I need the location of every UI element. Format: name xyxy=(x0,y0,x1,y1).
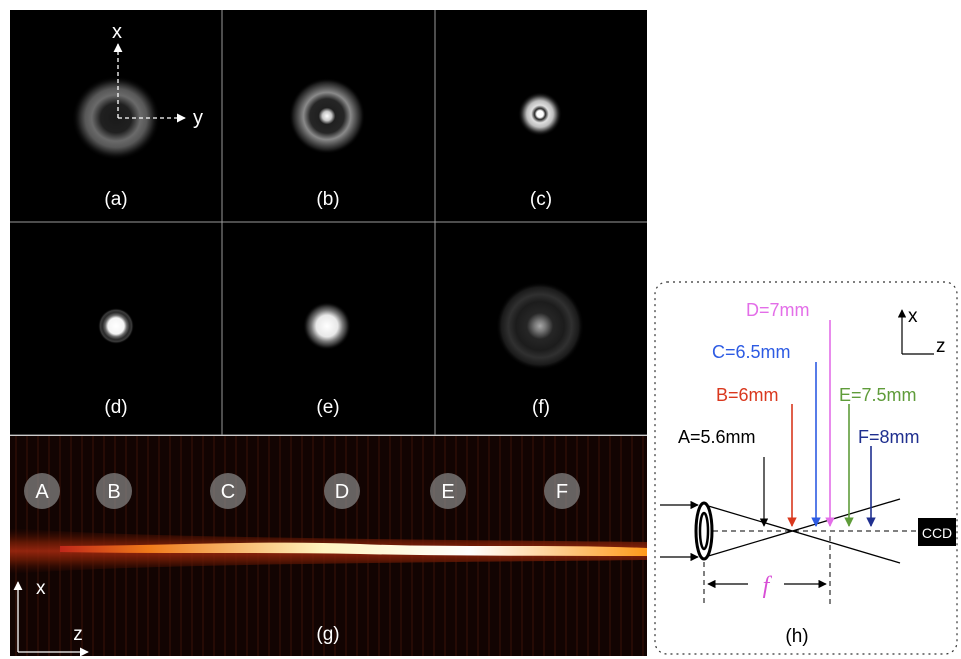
axis-label-x-a: x xyxy=(112,21,122,43)
position-marker-c: C xyxy=(210,473,246,509)
beam-profile-e xyxy=(303,302,351,350)
position-marker-label: F xyxy=(556,481,568,503)
axicon-lens-icon xyxy=(694,501,714,561)
position-label-f: F=8mm xyxy=(858,427,920,447)
beam-profile-d xyxy=(98,308,134,344)
position-marker-f: F xyxy=(544,473,580,509)
beam-profile-f xyxy=(496,282,584,370)
position-label-b: B=6mm xyxy=(716,385,779,405)
panel-label-a: (a) xyxy=(104,189,127,210)
position-label-d: D=7mm xyxy=(746,300,810,320)
axis-label-x-g: x xyxy=(36,578,46,599)
schematic-frame xyxy=(654,281,958,655)
panel-f: (f) xyxy=(496,282,584,418)
panel-label-h: (h) xyxy=(785,626,808,647)
ray-upper xyxy=(704,504,901,564)
position-label-a: A=5.6mm xyxy=(678,427,756,447)
beam-profile-c xyxy=(518,92,562,136)
panel-g: A B C D E F x z (g) xyxy=(10,436,647,657)
axis-label-x-h: x xyxy=(908,306,918,327)
position-marker-b: B xyxy=(96,473,132,509)
position-marker-d: D xyxy=(324,473,360,509)
position-marker-circle xyxy=(544,473,580,509)
axis-label-y-a: y xyxy=(193,107,203,129)
position-marker-circle xyxy=(324,473,360,509)
ccd-label: CCD xyxy=(922,525,952,541)
position-marker-a: A xyxy=(24,473,60,509)
position-marker-circle xyxy=(24,473,60,509)
position-marker-label: C xyxy=(221,481,235,503)
position-marker-circle xyxy=(96,473,132,509)
intensity-panels: x y (a) (b) (c) (d) (e) (f) xyxy=(10,10,647,436)
panel-label-b: (b) xyxy=(316,189,339,210)
panel-label-f: (f) xyxy=(532,397,550,418)
beam-core xyxy=(60,542,647,556)
panel-label-g: (g) xyxy=(316,624,339,645)
position-label-e: E=7.5mm xyxy=(839,385,917,405)
position-marker-label: D xyxy=(335,481,349,503)
position-marker-label: E xyxy=(441,481,454,503)
panel-label-d: (d) xyxy=(104,397,127,418)
position-label-c: C=6.5mm xyxy=(712,342,791,362)
beam-profile-a xyxy=(72,76,160,160)
ccd-detector xyxy=(918,518,956,546)
beam-profile-b xyxy=(289,78,365,154)
panel-c: (c) xyxy=(518,92,562,210)
position-marker-label: B xyxy=(107,481,120,503)
panel-b: (b) xyxy=(289,78,365,210)
panel-e: (e) xyxy=(303,302,351,418)
position-markers: A B C D E F xyxy=(24,473,580,509)
panel-label-c: (c) xyxy=(530,189,552,210)
position-marker-circle xyxy=(430,473,466,509)
axis-label-z-h: z xyxy=(936,336,946,357)
panel-label-e: (e) xyxy=(316,397,339,418)
panel-h: x z f D=7mm C=6.5mm B=6mm E=7.5mm xyxy=(654,281,958,655)
axis-label-z-g: z xyxy=(73,624,83,645)
position-marker-e: E xyxy=(430,473,466,509)
ray-lower xyxy=(704,498,901,558)
panel-grid xyxy=(10,10,647,436)
position-marker-circle xyxy=(210,473,246,509)
panel-d: (d) xyxy=(98,308,134,418)
panel-a: x y (a) xyxy=(72,21,203,210)
position-marker-label: A xyxy=(35,481,49,503)
focal-length-symbol: f xyxy=(763,573,773,599)
